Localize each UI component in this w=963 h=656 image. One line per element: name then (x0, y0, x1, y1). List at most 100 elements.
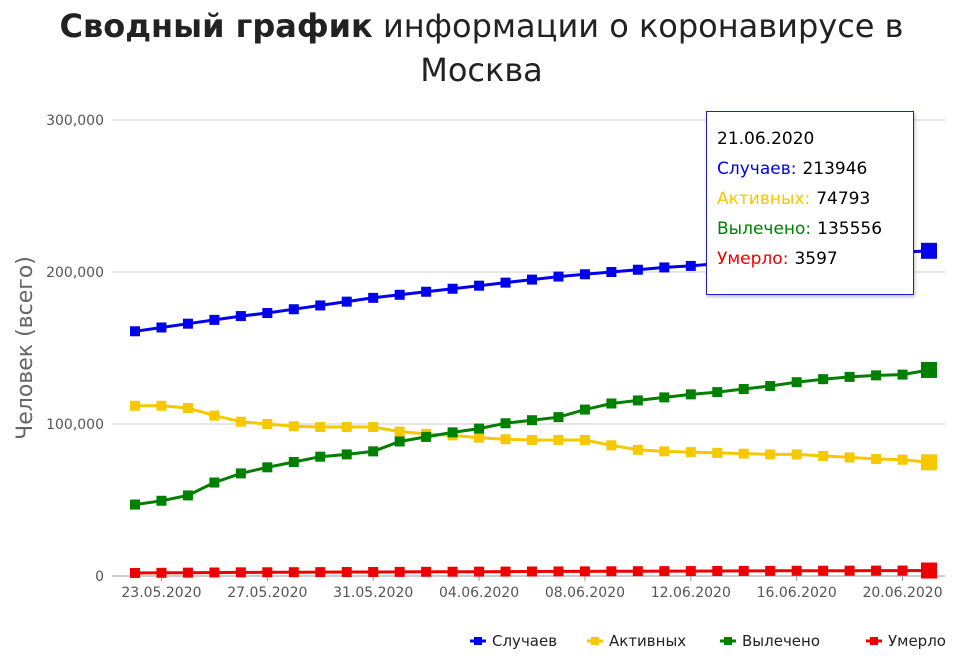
data-point[interactable] (288, 304, 299, 315)
data-point[interactable] (182, 567, 193, 578)
data-point[interactable] (606, 398, 617, 409)
data-point[interactable] (553, 566, 564, 577)
data-point[interactable] (632, 566, 643, 577)
data-point[interactable] (791, 377, 802, 388)
data-point[interactable] (818, 374, 829, 385)
data-point[interactable] (315, 451, 326, 462)
data-point[interactable] (262, 419, 273, 429)
data-point[interactable] (368, 566, 379, 577)
data-point[interactable] (447, 283, 458, 294)
data-point[interactable] (156, 322, 167, 333)
data-point[interactable] (394, 426, 405, 437)
data-point[interactable] (659, 392, 670, 403)
data-point[interactable] (474, 432, 485, 443)
legend[interactable]: Случаев Активных Вылечено Умерло (470, 632, 946, 650)
data-point[interactable] (712, 565, 723, 576)
legend-item-0[interactable]: Случаев (470, 632, 557, 650)
data-point[interactable] (632, 444, 643, 455)
data-point[interactable] (738, 448, 749, 459)
data-point[interactable] (394, 566, 405, 577)
data-point[interactable] (553, 434, 564, 445)
legend-item-1[interactable]: Активных (587, 632, 686, 650)
data-point[interactable] (871, 565, 882, 576)
data-point[interactable] (447, 427, 458, 438)
data-point[interactable] (182, 318, 193, 329)
data-point[interactable] (288, 567, 299, 578)
data-point[interactable] (474, 423, 485, 434)
data-point[interactable] (130, 326, 140, 337)
legend-item-2[interactable]: Вылечено (720, 632, 820, 650)
data-point[interactable] (235, 468, 246, 479)
data-point[interactable] (632, 264, 643, 275)
data-point[interactable] (921, 242, 937, 259)
data-point[interactable] (447, 566, 458, 577)
data-point[interactable] (182, 490, 193, 501)
data-point[interactable] (844, 565, 855, 576)
data-point[interactable] (765, 565, 776, 576)
data-point[interactable] (527, 566, 537, 577)
data-point[interactable] (844, 452, 855, 463)
data-point[interactable] (765, 449, 776, 460)
data-point[interactable] (659, 566, 670, 577)
data-point[interactable] (421, 286, 432, 297)
data-point[interactable] (130, 499, 140, 510)
data-point[interactable] (368, 446, 379, 457)
data-point[interactable] (235, 311, 246, 322)
data-point[interactable] (579, 269, 590, 280)
data-point[interactable] (606, 566, 617, 577)
data-point[interactable] (394, 436, 405, 447)
data-point[interactable] (921, 361, 937, 378)
data-point[interactable] (209, 477, 220, 488)
data-point[interactable] (791, 449, 802, 460)
data-point[interactable] (130, 400, 140, 411)
data-point[interactable] (685, 566, 696, 577)
data-point[interactable] (897, 454, 908, 465)
data-point[interactable] (527, 415, 537, 426)
data-point[interactable] (791, 565, 802, 576)
data-point[interactable] (738, 565, 749, 576)
data-point[interactable] (394, 289, 405, 300)
data-point[interactable] (156, 400, 167, 411)
data-point[interactable] (368, 422, 379, 433)
data-point[interactable] (606, 267, 617, 277)
data-point[interactable] (871, 453, 882, 464)
data-point[interactable] (844, 371, 855, 382)
data-point[interactable] (738, 384, 749, 395)
data-point[interactable] (315, 567, 326, 578)
data-point[interactable] (871, 370, 882, 381)
data-point[interactable] (500, 418, 511, 429)
data-point[interactable] (818, 565, 829, 576)
data-point[interactable] (341, 449, 352, 460)
data-point[interactable] (553, 412, 564, 423)
data-point[interactable] (288, 457, 299, 467)
data-point[interactable] (685, 260, 696, 271)
data-point[interactable] (500, 434, 511, 445)
data-point[interactable] (579, 404, 590, 415)
data-point[interactable] (659, 262, 670, 273)
data-point[interactable] (632, 395, 643, 406)
data-point[interactable] (527, 274, 537, 285)
data-point[interactable] (500, 566, 511, 577)
data-point[interactable] (209, 314, 220, 325)
data-point[interactable] (527, 434, 537, 445)
data-point[interactable] (209, 567, 220, 578)
data-point[interactable] (579, 434, 590, 445)
data-point[interactable] (579, 566, 590, 577)
data-point[interactable] (921, 562, 937, 579)
data-point[interactable] (341, 567, 352, 578)
data-point[interactable] (156, 495, 167, 506)
data-point[interactable] (712, 387, 723, 398)
data-point[interactable] (262, 462, 273, 473)
data-point[interactable] (235, 416, 246, 427)
data-point[interactable] (765, 381, 776, 391)
data-point[interactable] (315, 422, 326, 433)
data-point[interactable] (421, 431, 432, 442)
data-point[interactable] (818, 450, 829, 461)
data-point[interactable] (553, 271, 564, 282)
data-point[interactable] (897, 369, 908, 380)
data-point[interactable] (474, 280, 485, 291)
data-point[interactable] (685, 389, 696, 400)
data-point[interactable] (421, 566, 432, 577)
data-point[interactable] (659, 446, 670, 457)
data-point[interactable] (262, 308, 273, 319)
